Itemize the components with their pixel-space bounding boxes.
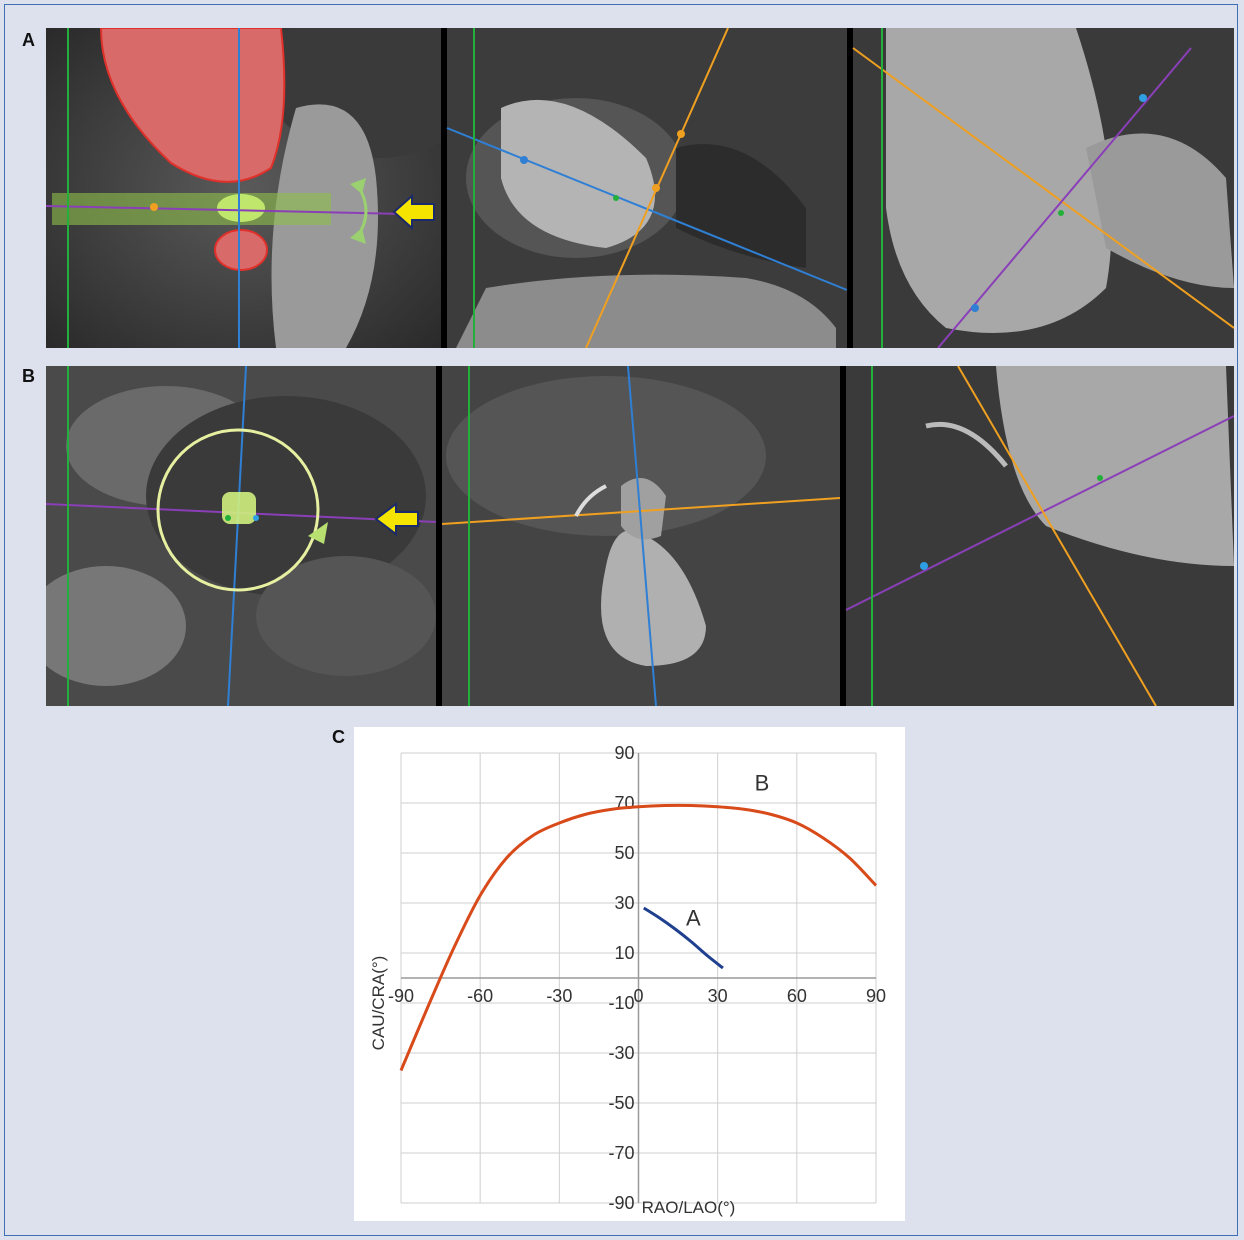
x-tick-label: 90 bbox=[866, 986, 886, 1006]
chart-panel: -90 -60 -30 0 30 60 90 90 70 50 30 10 -10 -30 -50 -70 -9… bbox=[354, 727, 905, 1221]
series-a-line bbox=[642, 906, 724, 970]
y-tick-label: -10 bbox=[608, 993, 634, 1013]
ct-row-b bbox=[46, 366, 1234, 706]
chart-svg: -90 -60 -30 0 30 60 909070503010-10-30-50-70-9… bbox=[369, 743, 886, 1217]
ct-row-b-image bbox=[46, 366, 1234, 706]
rotation-circle-icon bbox=[156, 428, 320, 592]
panel-label-c: C bbox=[332, 727, 345, 747]
x-axis-title: RAO/LAO(°) bbox=[642, 1198, 736, 1217]
yellow-arrow-icon-b bbox=[374, 502, 419, 536]
axes bbox=[401, 753, 876, 1203]
y-axis-title: CAU/CRA(°) bbox=[369, 956, 388, 1051]
curve-label-b: B bbox=[755, 771, 770, 796]
x-tick-label: -90 bbox=[388, 986, 414, 1006]
figure-frame bbox=[4, 4, 1238, 1236]
tick-labels: -90 -60 -30 0 30 60 909070503010-10-30-50-70-9… bbox=[388, 743, 886, 1213]
y-tick-label: -70 bbox=[608, 1143, 634, 1163]
x-tick-label: -30 bbox=[546, 986, 572, 1006]
curve-label-a: A bbox=[686, 906, 701, 931]
ct-row-a bbox=[46, 28, 1234, 348]
x-tick-label: -60 bbox=[467, 986, 493, 1006]
x-tick-label: 30 bbox=[708, 986, 728, 1006]
x-tick-label: 0 bbox=[633, 986, 643, 1006]
y-tick-label: -50 bbox=[608, 1093, 634, 1113]
ct-b-long-axis-view bbox=[845, 366, 1234, 706]
y-tick-label: -30 bbox=[608, 1043, 634, 1063]
y-tick-label: 90 bbox=[614, 743, 634, 763]
y-tick-label: -90 bbox=[608, 1193, 634, 1213]
series-b-line bbox=[399, 803, 878, 1072]
y-tick-label: 50 bbox=[614, 843, 634, 863]
yellow-arrow-icon bbox=[392, 193, 435, 231]
y-tick-label: 30 bbox=[614, 893, 634, 913]
red-roi-bottom bbox=[214, 229, 268, 271]
x-tick-label: 60 bbox=[787, 986, 807, 1006]
ct-row-a-image bbox=[46, 28, 1234, 348]
panel-label-b: B bbox=[22, 366, 35, 386]
ct-b-axial-view bbox=[46, 366, 437, 706]
y-tick-label: 10 bbox=[614, 943, 634, 963]
ct-b-oblique-view bbox=[441, 366, 841, 706]
series bbox=[399, 803, 878, 1072]
ct-a-axial-view bbox=[46, 28, 486, 348]
panel-label-a: A bbox=[22, 30, 35, 50]
ct-a-long-axis-view bbox=[852, 28, 1234, 348]
ct-a-oblique-view bbox=[446, 28, 848, 348]
